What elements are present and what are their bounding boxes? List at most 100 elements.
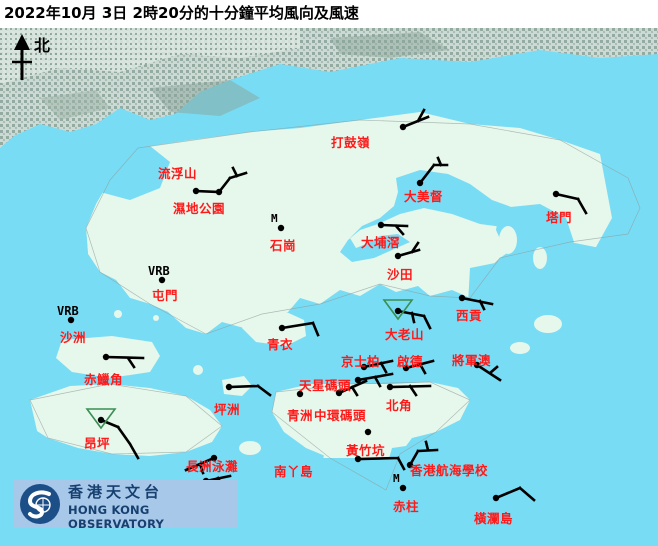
station-label-peng-chau: 坪洲 xyxy=(214,402,241,417)
wind-barb-tai-po-kau xyxy=(379,223,409,236)
station-label-kai-tak: 啟德 xyxy=(397,354,424,369)
wind-barb-cheung-chau-beach xyxy=(184,456,216,475)
new-territories-landmass xyxy=(86,112,640,334)
station-dot-wetland-park[interactable] xyxy=(215,188,223,196)
station-dot-waglan-island[interactable] xyxy=(492,494,500,502)
station-label-sha-tin: 沙田 xyxy=(387,267,414,282)
title-bar: 2022年10月 3日 2時20分的十分鐘平均風向及風速 xyxy=(0,0,658,28)
wind-barb-lau-fau-shan xyxy=(194,189,221,194)
station-dot-tuen-mun[interactable] xyxy=(158,276,166,284)
station-dot-sai-kung[interactable] xyxy=(458,294,466,302)
page-title: 2022年10月 3日 2時20分的十分鐘平均風向及風速 xyxy=(4,4,359,22)
wind-barb-wetland-park xyxy=(217,166,248,194)
wind-barb-chek-lap-kok xyxy=(104,355,145,369)
station-marker-tuen-mun: VRB xyxy=(148,264,170,278)
station-label-shek-kong: 石崗 xyxy=(270,238,297,253)
station-label-ngong-ping: 昂坪 xyxy=(84,436,111,451)
wind-barb-tap-mun xyxy=(554,192,588,215)
station-dot-kai-tak[interactable] xyxy=(402,364,410,372)
station-label-waglan-island: 橫瀾島 xyxy=(474,511,514,526)
wind-barb-peng-chau xyxy=(227,384,272,397)
lantau-island xyxy=(26,384,222,456)
station-dot-green-island[interactable] xyxy=(296,390,304,398)
station-dot-ta-kwu-ling[interactable] xyxy=(399,123,407,131)
anemometer-triangle-tates-cairn xyxy=(382,299,414,321)
wind-barb-waglan-island xyxy=(494,486,536,502)
station-label-kings-park: 京士柏 xyxy=(341,354,381,369)
wind-barb-hk-sea-school xyxy=(408,440,439,467)
station-marker-sha-chau: VRB xyxy=(57,304,79,318)
map-canvas[interactable]: 北 打鼓嶺流浮山濕地公園石崗 M 大美督塔門大埔滘沙田屯門 VRB 沙洲 VRB 西貢大老山… xyxy=(0,28,658,546)
station-dot-hk-sea-school[interactable] xyxy=(406,461,414,469)
station-dot-tai-po-kau[interactable] xyxy=(377,221,385,229)
station-dot-lau-fau-shan[interactable] xyxy=(192,187,200,195)
station-label-chek-lap-kok: 赤鱲角 xyxy=(84,372,124,387)
station-label-tuen-mun: 屯門 xyxy=(152,288,179,303)
station-label-wong-chuk-hang: 黃竹坑 xyxy=(346,443,386,458)
north-arrow: 北 xyxy=(6,32,76,84)
station-label-tseung-kwan-o: 將軍澳 xyxy=(452,353,492,368)
wind-barb-kai-tak xyxy=(404,359,435,375)
station-dot-sha-tin[interactable] xyxy=(394,252,402,260)
wind-barb-tseung-kwan-o xyxy=(475,363,502,382)
tsing-yi-island xyxy=(242,310,306,346)
station-label-cheung-chau-beach: 長洲泳灘 xyxy=(186,459,239,474)
station-dot-tap-mun[interactable] xyxy=(552,190,560,198)
station-dot-central-pier[interactable] xyxy=(335,389,343,397)
wind-barb-layer xyxy=(67,108,588,502)
station-dot-tsing-yi[interactable] xyxy=(278,324,286,332)
station-dot-tai-mei-tuk[interactable] xyxy=(416,179,424,187)
station-label-tap-mun: 塔門 xyxy=(546,210,573,225)
station-dot-star-ferry[interactable] xyxy=(354,376,362,384)
tolo-harbour xyxy=(340,170,530,262)
station-label-lamma-island: 南丫島 xyxy=(274,464,314,479)
station-label-tai-mei-tuk: 大美督 xyxy=(404,189,444,204)
station-label-sha-chau: 沙洲 xyxy=(60,330,87,345)
station-dot-tseung-kwan-o[interactable] xyxy=(473,361,481,369)
station-label-wetland-park: 濕地公園 xyxy=(173,201,226,216)
station-label-green-island: 青洲 xyxy=(287,408,314,423)
station-label-tai-po-kau: 大埔滘 xyxy=(361,235,401,250)
station-label-tsing-yi: 青衣 xyxy=(267,337,294,352)
station-dot-lamma-island[interactable] xyxy=(354,455,362,463)
station-label-tates-cairn: 大老山 xyxy=(385,327,425,342)
north-arrow-icon xyxy=(12,34,32,80)
hko-logo: 香港天文台 HONG KONG OBSERVATORY xyxy=(14,480,238,531)
hko-s-glyph-icon xyxy=(21,485,59,523)
wind-barb-sai-kung xyxy=(460,296,494,311)
station-label-ta-kwu-ling: 打鼓嶺 xyxy=(331,135,371,150)
map-geography xyxy=(0,28,658,546)
station-dot-kings-park[interactable] xyxy=(360,363,368,371)
station-dot-stanley[interactable] xyxy=(399,484,407,492)
station-dot-chek-lap-kok[interactable] xyxy=(102,353,110,361)
deep-bay xyxy=(90,146,170,200)
station-dot-tates-cairn[interactable] xyxy=(394,307,402,315)
wind-barb-kings-park xyxy=(362,359,394,374)
station-dot-peng-chau[interactable] xyxy=(225,383,233,391)
station-marker-stanley: M xyxy=(393,472,400,485)
station-dot-shek-kong[interactable] xyxy=(277,224,285,232)
wind-barb-star-ferry xyxy=(356,372,394,388)
logo-chinese-text: 香港天文台 xyxy=(68,483,164,501)
wind-barb-tsing-yi xyxy=(280,321,320,337)
logo-english-text: HONG KONG OBSERVATORY xyxy=(68,503,165,531)
station-dot-cheung-chau-beach[interactable] xyxy=(210,454,218,462)
station-label-hk-sea-school: 香港航海學校 xyxy=(410,463,489,478)
station-label-north-point: 北角 xyxy=(386,398,413,413)
wind-barb-central-pier xyxy=(337,379,368,397)
station-dot-ngong-ping[interactable] xyxy=(97,416,105,424)
station-label-central-pier: 中環碼頭 xyxy=(314,408,367,423)
wind-barb-ta-kwu-ling xyxy=(401,108,430,129)
anemometer-triangle-ngong-ping xyxy=(85,408,117,430)
station-dot-sha-chau[interactable] xyxy=(67,316,75,324)
wind-barb-tai-mei-tuk xyxy=(418,156,449,185)
station-marker-shek-kong: M xyxy=(271,212,278,225)
station-label-stanley: 赤柱 xyxy=(393,499,420,514)
station-label-lau-fau-shan: 流浮山 xyxy=(158,166,198,181)
station-dot-north-point[interactable] xyxy=(386,383,394,391)
station-label-sai-kung: 西貢 xyxy=(456,308,483,323)
hong-kong-island xyxy=(272,382,470,490)
north-label: 北 xyxy=(34,36,51,55)
station-dot-wong-chuk-hang[interactable] xyxy=(364,428,372,436)
